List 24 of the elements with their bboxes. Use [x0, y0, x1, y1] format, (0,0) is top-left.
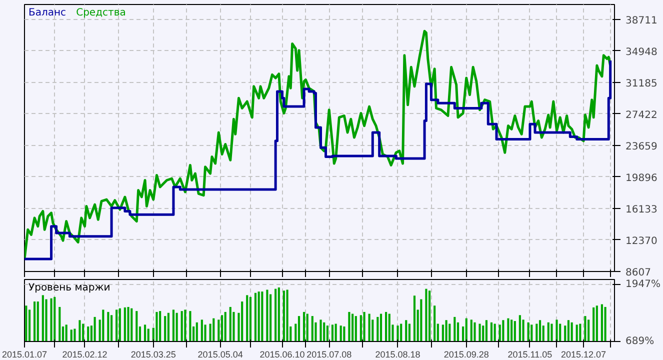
x-tick-label: 2015.07.08 [306, 350, 352, 360]
x-tick-label: 2015.09.28 [444, 350, 489, 360]
y-tick-label: 31185 [626, 78, 658, 90]
x-tick-label: 2015.12.07 [561, 350, 606, 360]
chart-title: Уровень маржи [28, 282, 110, 294]
y-tick-label: 38711 [626, 15, 658, 26]
x-tick-label: 2015.08.18 [375, 350, 420, 360]
x-tick-label: 2015.03.25 [130, 350, 176, 360]
x-tick-label: 2015.11.05 [508, 350, 552, 360]
y-tick-label: 8607 [626, 268, 651, 278]
y-tick-label: 27422 [626, 110, 658, 121]
x-tick-label: 2015.02.12 [62, 350, 108, 360]
y-tick-label: 23659 [626, 141, 658, 152]
y-tick-label: 19896 [626, 172, 658, 184]
y-tick-label: 16133 [626, 204, 658, 216]
text: Средства [76, 8, 126, 18]
y-tick-label: 1947% [626, 278, 660, 290]
x-tick-label: 2015.01.07 [2, 350, 48, 360]
x-tick-label: 2015.05.04 [198, 350, 243, 360]
x-tick-label: 2015.06.10 [260, 350, 305, 360]
y-tick-label: 689% [626, 336, 654, 347]
y-tick-label: 34948 [626, 46, 658, 58]
text: Баланс [28, 8, 66, 18]
y-tick-label: 12370 [626, 236, 658, 247]
